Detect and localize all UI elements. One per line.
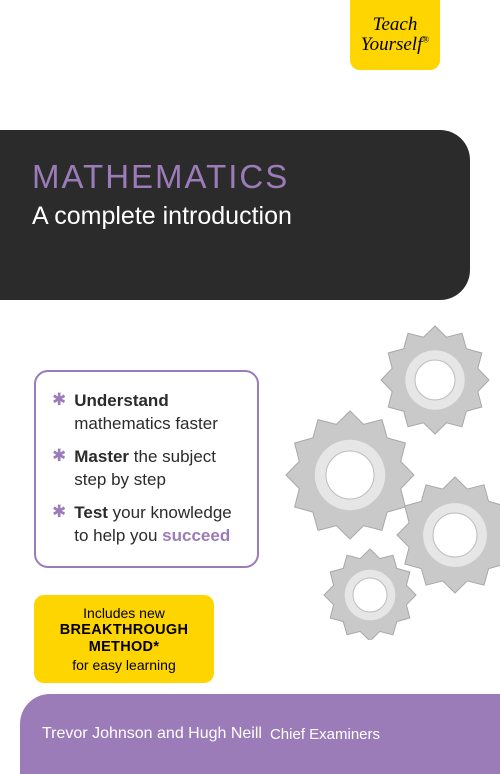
- brand-line2: Yourself: [361, 34, 423, 55]
- breakthrough-line3: for easy learning: [46, 657, 202, 674]
- bullet-item: ✱ Understand mathematics faster: [52, 390, 241, 436]
- star-icon: ✱: [52, 502, 66, 548]
- breakthrough-badge: Includes new BREAKTHROUGH METHOD* for ea…: [34, 595, 214, 683]
- registered-mark: ®: [422, 35, 429, 45]
- book-title: MATHEMATICS: [32, 158, 438, 196]
- bullet-item: ✱ Master the subject step by step: [52, 446, 241, 492]
- bullet-rest: mathematics faster: [74, 414, 218, 433]
- bullet-bold: Test: [74, 503, 108, 522]
- star-icon: ✱: [52, 446, 66, 492]
- title-band: MATHEMATICS A complete introduction: [0, 130, 470, 300]
- breakthrough-line1: Includes new: [46, 605, 202, 622]
- brand-line1: Teach: [373, 15, 418, 35]
- bullet-panel: ✱ Understand mathematics faster ✱ Master…: [34, 370, 259, 568]
- gears-illustration: [240, 320, 500, 630]
- footer-band: Trevor Johnson and Hugh Neill Chief Exam…: [20, 694, 500, 774]
- breakthrough-line2: BREAKTHROUGH METHOD*: [46, 622, 202, 657]
- bullet-bold: Understand: [74, 391, 168, 410]
- star-icon: ✱: [52, 390, 66, 436]
- bullet-item: ✱ Test your knowledge to help you succee…: [52, 502, 241, 548]
- authors-role: Chief Examiners: [270, 726, 380, 743]
- book-subtitle: A complete introduction: [32, 202, 438, 231]
- authors: Trevor Johnson and Hugh Neill: [42, 725, 262, 743]
- bullet-accent: succeed: [162, 526, 230, 545]
- brand-logo-tab: Teach Yourself®: [350, 0, 440, 70]
- bullet-bold: Master: [74, 447, 129, 466]
